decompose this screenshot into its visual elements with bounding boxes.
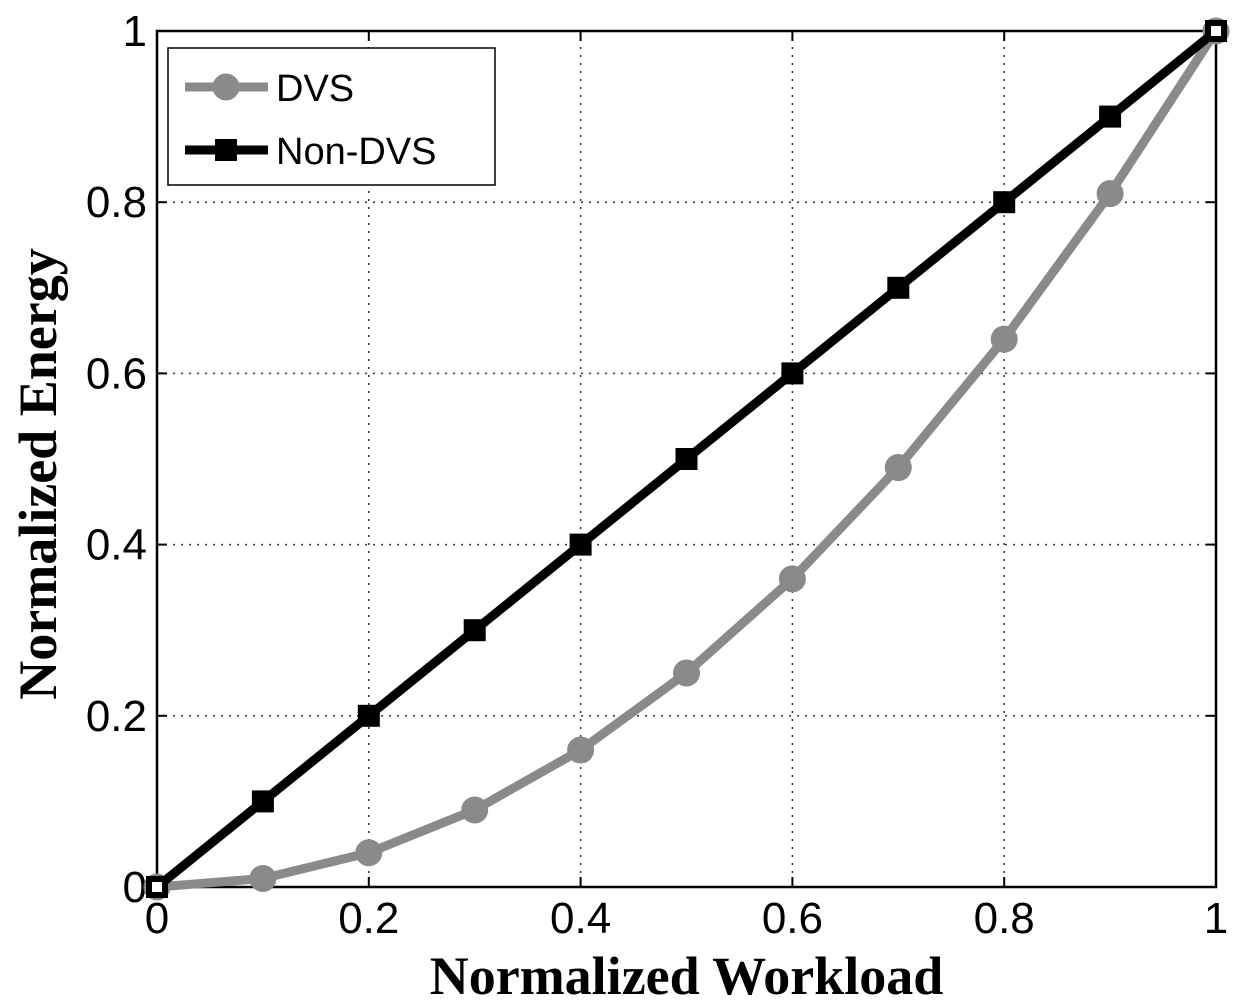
y-axis-title: Normalized Energy [8,248,68,699]
data-point [1096,180,1124,208]
data-point [1099,105,1122,128]
series-dvs [143,17,1230,901]
y-tick-label: 0.8 [86,178,147,227]
data-point [463,619,486,642]
data-point [884,454,912,482]
endpoint-marker [1211,26,1221,36]
x-tick-label: 0.8 [974,894,1035,943]
endpoint-marker [152,882,162,892]
data-point [778,565,806,593]
x-tick-label: 0.2 [338,894,399,943]
y-tick-label: 0.6 [86,349,147,398]
y-tick-label: 0.2 [86,692,147,741]
data-point [673,659,700,687]
legend-label: DVS [276,68,354,110]
y-tick-label: 0.4 [86,521,147,570]
data-point [569,533,592,556]
plot-frame [155,29,1218,889]
data-point [251,790,274,813]
legend: DVS Non-DVS [167,47,496,186]
data-point [781,362,804,385]
data-point [249,864,277,892]
x-tick-label: 0 [145,894,169,943]
x-axis-title: Normalized Workload [430,946,944,1000]
y-tick-label: 1 [123,7,147,56]
data-point [990,325,1018,353]
data-point [993,191,1016,214]
ticks: 0 0.2 0.4 0.6 0.8 1 0 0.2 0.4 0.6 0.8 1 [86,7,1228,943]
data-point [887,276,910,299]
x-tick-label: 0.4 [550,894,611,943]
data-point [357,704,380,727]
data-point [675,448,698,470]
y-tick-label: 0 [123,863,147,912]
legend-marker [215,139,237,161]
legend-label: Non-DVS [276,131,437,173]
legend-entry: DVS [185,68,354,110]
data-point [355,839,383,867]
data-point [461,796,489,824]
x-tick-label: 0.6 [762,894,823,943]
x-tick-label: 1 [1204,894,1228,943]
legend-box [167,47,496,186]
legend-entry: Non-DVS [185,131,437,173]
legend-marker [212,73,240,101]
data-point [567,736,595,764]
series-layer [143,17,1230,901]
